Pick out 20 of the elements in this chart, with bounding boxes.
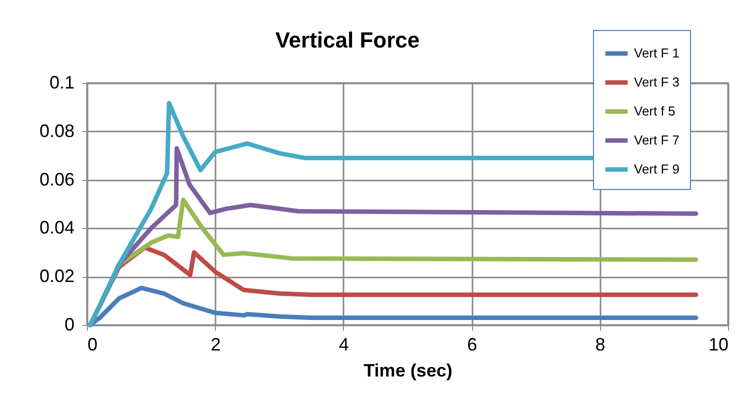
x-tick-label: 0 — [88, 334, 98, 354]
x-tick-label: 8 — [595, 334, 606, 354]
x-tick-label: 10 — [708, 334, 728, 354]
y-tick-label: 0.1 — [49, 72, 74, 92]
x-tick-label: 2 — [210, 334, 221, 354]
y-tick-label: 0.04 — [39, 218, 74, 238]
legend-label: Vert f 5 — [634, 104, 676, 118]
legend-label: Vert F 7 — [634, 132, 680, 148]
x-axis-title: Time (sec) — [364, 360, 452, 380]
line-series — [88, 100, 596, 328]
legend-label: Vert F 1 — [634, 46, 680, 60]
y-tick-label: 0 — [64, 314, 74, 334]
y-tick-label: 0.02 — [39, 266, 74, 286]
x-tick-label: 6 — [467, 334, 478, 354]
legend-label: Vert F 9 — [634, 162, 680, 176]
chart-title: Vertical Force — [275, 28, 420, 52]
x-tick-label: 4 — [338, 334, 349, 354]
y-tick-label: 0.08 — [39, 120, 74, 141]
y-tick-label: 0.06 — [39, 169, 74, 190]
legend-label: Vert F 3 — [634, 74, 680, 90]
